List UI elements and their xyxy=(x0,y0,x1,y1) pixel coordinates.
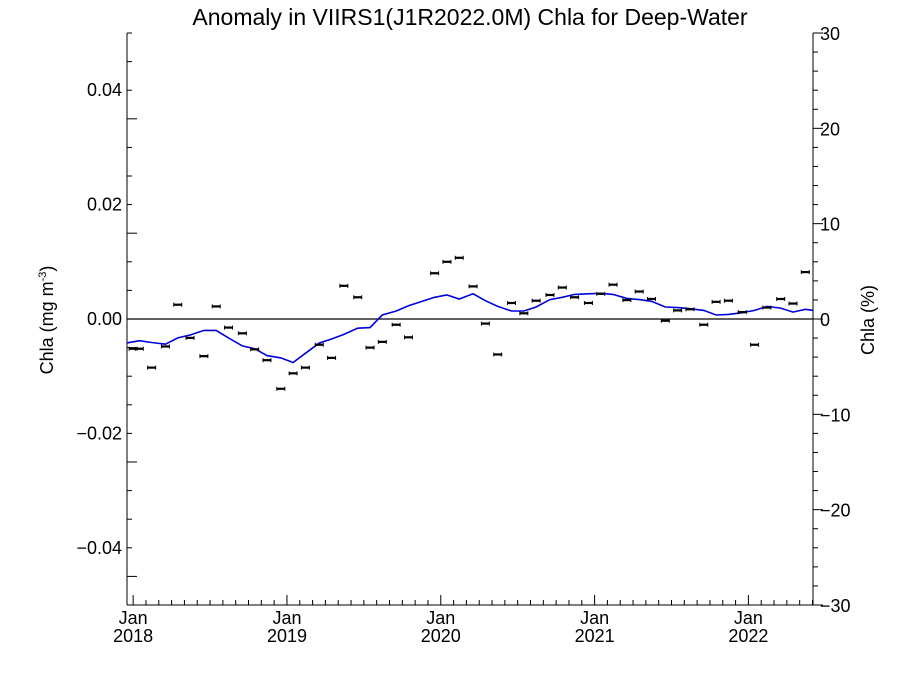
x-tick-month-label: Jan xyxy=(272,608,301,628)
anomaly-point xyxy=(699,322,709,327)
anomaly-point xyxy=(711,299,721,304)
anomaly-point xyxy=(276,386,286,391)
running-mean-series xyxy=(126,292,814,364)
x-tick-month-label: Jan xyxy=(119,608,148,628)
anomaly-point xyxy=(288,371,298,376)
anomaly-point xyxy=(646,296,656,301)
y-axis-label-close: ) xyxy=(37,266,57,272)
anomaly-point xyxy=(622,298,632,303)
anomaly-point xyxy=(339,283,349,288)
right-tick-label: 10 xyxy=(820,215,840,235)
right-y-axis: −30 −20 −10 0 10 20 30 xyxy=(813,24,851,616)
anomaly-point xyxy=(557,285,567,290)
anomaly-point xyxy=(480,321,490,326)
x-tick-year-label: 2021 xyxy=(575,626,615,646)
x-tick-month-label: Jan xyxy=(580,608,609,628)
anomaly-point xyxy=(353,295,363,300)
running-mean-line xyxy=(126,292,814,364)
anomaly-point xyxy=(634,289,644,294)
anomaly-point xyxy=(224,325,234,330)
anomaly-point xyxy=(519,311,529,316)
anomaly-point xyxy=(531,298,541,303)
anomaly-point xyxy=(250,347,260,352)
anomaly-point xyxy=(800,270,810,275)
anomaly-point xyxy=(327,355,337,360)
x-tick-year-label: 2022 xyxy=(728,626,768,646)
anomaly-point xyxy=(314,342,324,347)
anomaly-point xyxy=(211,304,221,309)
anomaly-point xyxy=(493,352,503,357)
right-tick-label: 0 xyxy=(820,310,830,330)
anomaly-point xyxy=(570,295,580,300)
anomaly-point xyxy=(185,335,195,340)
right-tick-label: 30 xyxy=(820,24,840,44)
anomaly-point xyxy=(507,300,517,305)
anomaly-point xyxy=(776,296,786,301)
anomaly-point xyxy=(596,291,606,296)
left-tick-label: −0.04 xyxy=(76,538,122,558)
y-axis-label-sup: -3 xyxy=(37,272,49,282)
anomaly-point xyxy=(685,307,695,312)
anomaly-point xyxy=(608,282,618,287)
chart-title: Anomaly in VIIRS1(J1R2022.0M) Chla for D… xyxy=(192,4,748,30)
anomaly-point xyxy=(391,322,401,327)
left-y-axis: −0.04 −0.02 0.00 0.02 0.04 xyxy=(76,32,137,606)
y-axis-label: Chla (mg m-3) xyxy=(37,266,57,375)
right-tick-label: −20 xyxy=(820,501,851,521)
anomaly-point xyxy=(545,292,555,297)
left-tick-label: 0.02 xyxy=(87,195,122,215)
x-tick-year-label: 2019 xyxy=(267,626,307,646)
anomaly-point xyxy=(262,358,272,363)
anomaly-point xyxy=(750,342,760,347)
anomaly-point xyxy=(673,308,683,313)
anomaly-point xyxy=(365,345,375,350)
left-tick-label: 0.00 xyxy=(87,309,122,329)
anomaly-point xyxy=(583,300,593,305)
anomaly-point xyxy=(300,365,310,370)
y-axis-label-main: Chla (mg m xyxy=(37,281,57,374)
right-tick-label: −10 xyxy=(820,405,851,425)
x-tick-year-label: 2018 xyxy=(113,626,153,646)
anomaly-point xyxy=(762,305,772,310)
anomaly-point xyxy=(723,298,733,303)
left-tick-label: 0.04 xyxy=(87,80,122,100)
anomaly-point xyxy=(660,318,670,323)
anomaly-point xyxy=(788,301,798,306)
monthly-anomaly-series xyxy=(128,255,810,391)
anomaly-point xyxy=(454,255,464,260)
anomaly-point xyxy=(199,354,209,359)
anomaly-point xyxy=(403,335,413,340)
y-axis-label-right: Chla (%) xyxy=(858,285,878,355)
right-tick-label: 20 xyxy=(820,119,840,139)
anomaly-point xyxy=(468,284,478,289)
anomaly-point xyxy=(237,331,247,336)
anomaly-point xyxy=(442,259,452,264)
right-tick-label: −30 xyxy=(820,596,851,616)
left-tick-label: −0.02 xyxy=(76,423,122,443)
anomaly-point xyxy=(134,346,144,351)
anomaly-point xyxy=(173,302,183,307)
x-tick-month-label: Jan xyxy=(734,608,763,628)
anomaly-point xyxy=(737,310,747,315)
anomaly-point xyxy=(147,365,157,370)
anomaly-point xyxy=(430,271,440,276)
anomaly-point xyxy=(377,339,387,344)
x-tick-year-label: 2020 xyxy=(421,626,461,646)
anomaly-point xyxy=(160,344,170,349)
x-tick-month-label: Jan xyxy=(426,608,455,628)
